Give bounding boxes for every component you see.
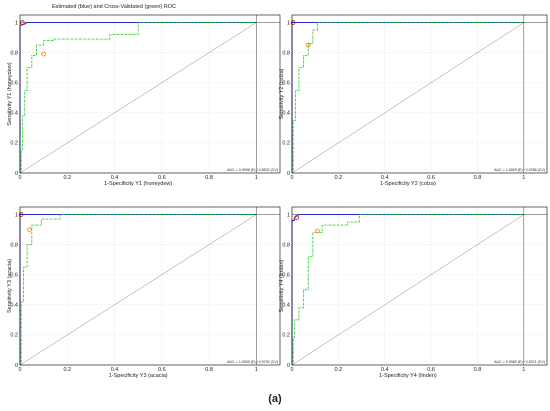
y-tick-label: 0.8 [10,242,18,248]
chance-diagonal [19,214,257,366]
y-tick-label: 0.8 [10,50,18,56]
y-axis-label: Sensitivity Y4 (linden) [279,259,285,312]
y-tick-label: 1 [15,20,18,26]
x-tick-label: 0.2 [335,175,343,181]
roc-panel: 0 0.2 0.4 0.6 0.8 1 0 0.2 0.4 0.6 0.8 1 1-Specificit… [7,206,281,379]
chance-diagonal [291,22,524,174]
plot-frame [19,14,281,174]
y-tick-label: 0.2 [10,141,18,147]
y-axis-label: Sensitivity Y1 (honeydew) [7,62,13,125]
x-tick-label: 0.2 [63,367,71,373]
chance-diagonal [19,22,257,174]
y-tick-label: 0.4 [10,303,18,309]
y-tick-label: 0.2 [10,333,18,339]
y-tick-label: 0.2 [282,333,290,339]
x-tick-label: 1 [522,175,525,181]
plot-area [292,15,547,173]
x-axis-label: 1-Specificity Y3 (acacia) [109,373,168,379]
cross-validated-roc-line [20,22,257,174]
y-tick-label: 0.6 [10,81,18,87]
auc-annotation: AUC = 0.9998 (E) / 0.8532 (CV) [227,168,278,172]
y-tick-label: 0.4 [10,111,18,117]
x-tick-label: 0.8 [205,175,213,181]
x-tick-label: 0.2 [335,367,343,373]
y-tick-label: 0.2 [282,141,290,147]
x-tick-label: 0.4 [111,367,119,373]
estimated-operating-point [290,20,296,25]
x-tick-label: 1 [255,175,258,181]
x-axis-label: 1-Specificity Y1 (honeydew) [104,181,172,187]
y-tick-label: 0.6 [282,273,290,279]
cross-validated-roc-line [292,22,524,174]
y-tick-label: 1 [15,212,18,218]
auc-annotation: AUC = 1.0000 (E) / 0.9792 (CV) [227,360,278,364]
x-tick-label: 0.4 [381,175,389,181]
y-tick-label: 0.8 [282,242,290,248]
x-tick-label: 0.6 [158,367,166,373]
y-axis-label: Sensitivity Y3 (acacia) [7,259,13,313]
cross-validated-operating-point [315,228,320,234]
x-tick-label: 0.4 [111,175,119,181]
chance-diagonal [291,214,524,366]
x-tick-label: 0.6 [158,175,166,181]
figure-title: Estimated (blue) and Cross-Validated (gr… [52,4,176,10]
plot-area [292,207,547,365]
y-tick-label: 0.4 [282,111,290,117]
y-tick-label: 0.8 [282,50,290,56]
x-tick-label: 0 [290,175,293,181]
y-axis-label: Sensitivity Y2 (colza) [279,68,285,119]
y-tick-label: 0 [287,363,290,369]
x-tick-label: 0.8 [474,367,482,373]
cross-validated-roc-line [292,214,524,366]
x-tick-label: 0.8 [205,367,213,373]
cross-validated-operating-point [27,227,32,232]
estimated-operating-point [294,215,299,220]
y-tick-label: 0 [15,363,18,369]
y-tick-label: 1 [287,20,290,26]
roc-panels: 0 0.2 0.4 0.6 0.8 1 0 0.2 0.4 0.6 0.8 1 1-Specificit… [7,14,548,379]
auc-annotation: AUC = 1.0000 (E) / 0.9788 (CV) [494,168,545,172]
x-axis-label: 1-Specificity Y4 (linden) [379,373,437,379]
plot-area [20,207,280,365]
cross-validated-operating-point [41,51,46,57]
x-tick-label: 0 [290,367,293,373]
roc-panel: 0 0.2 0.4 0.6 0.8 1 0 0.2 0.4 0.6 0.8 1 1-Specificit… [7,14,281,187]
x-tick-label: 0 [18,367,21,373]
x-tick-label: 0.6 [427,367,435,373]
y-tick-label: 0.6 [282,81,290,87]
estimated-operating-point [20,20,25,25]
auc-annotation: AUC = 0.9982 (E) / 0.9371 (CV) [494,360,545,364]
x-tick-label: 0.8 [474,175,482,181]
x-tick-label: 1 [255,367,258,373]
roc-panel: 0 0.2 0.4 0.6 0.8 1 0 0.2 0.4 0.6 0.8 1 1-Specificit… [279,14,548,187]
estimated-operating-point [18,212,24,217]
cross-validated-operating-point [305,42,311,48]
x-tick-label: 1 [522,367,525,373]
x-tick-label: 0 [18,175,21,181]
y-tick-label: 0.4 [282,303,290,309]
plot-area [20,15,280,173]
y-tick-label: 0 [287,171,290,177]
y-tick-label: 1 [287,212,290,218]
x-tick-label: 0.6 [427,175,435,181]
plot-frame [291,14,548,174]
x-tick-label: 0.4 [381,367,389,373]
x-axis-label: 1-Specificity Y2 (colza) [380,181,436,187]
roc-panel: 0 0.2 0.4 0.6 0.8 1 0 0.2 0.4 0.6 0.8 1 1-Specificit… [279,206,548,379]
y-tick-label: 0.6 [10,273,18,279]
plot-frame [19,206,281,366]
x-tick-label: 0.2 [63,175,71,181]
plot-frame [291,206,548,366]
figure-caption: (a) [268,393,282,405]
cross-validated-roc-line [20,214,257,366]
y-tick-label: 0 [15,171,18,177]
